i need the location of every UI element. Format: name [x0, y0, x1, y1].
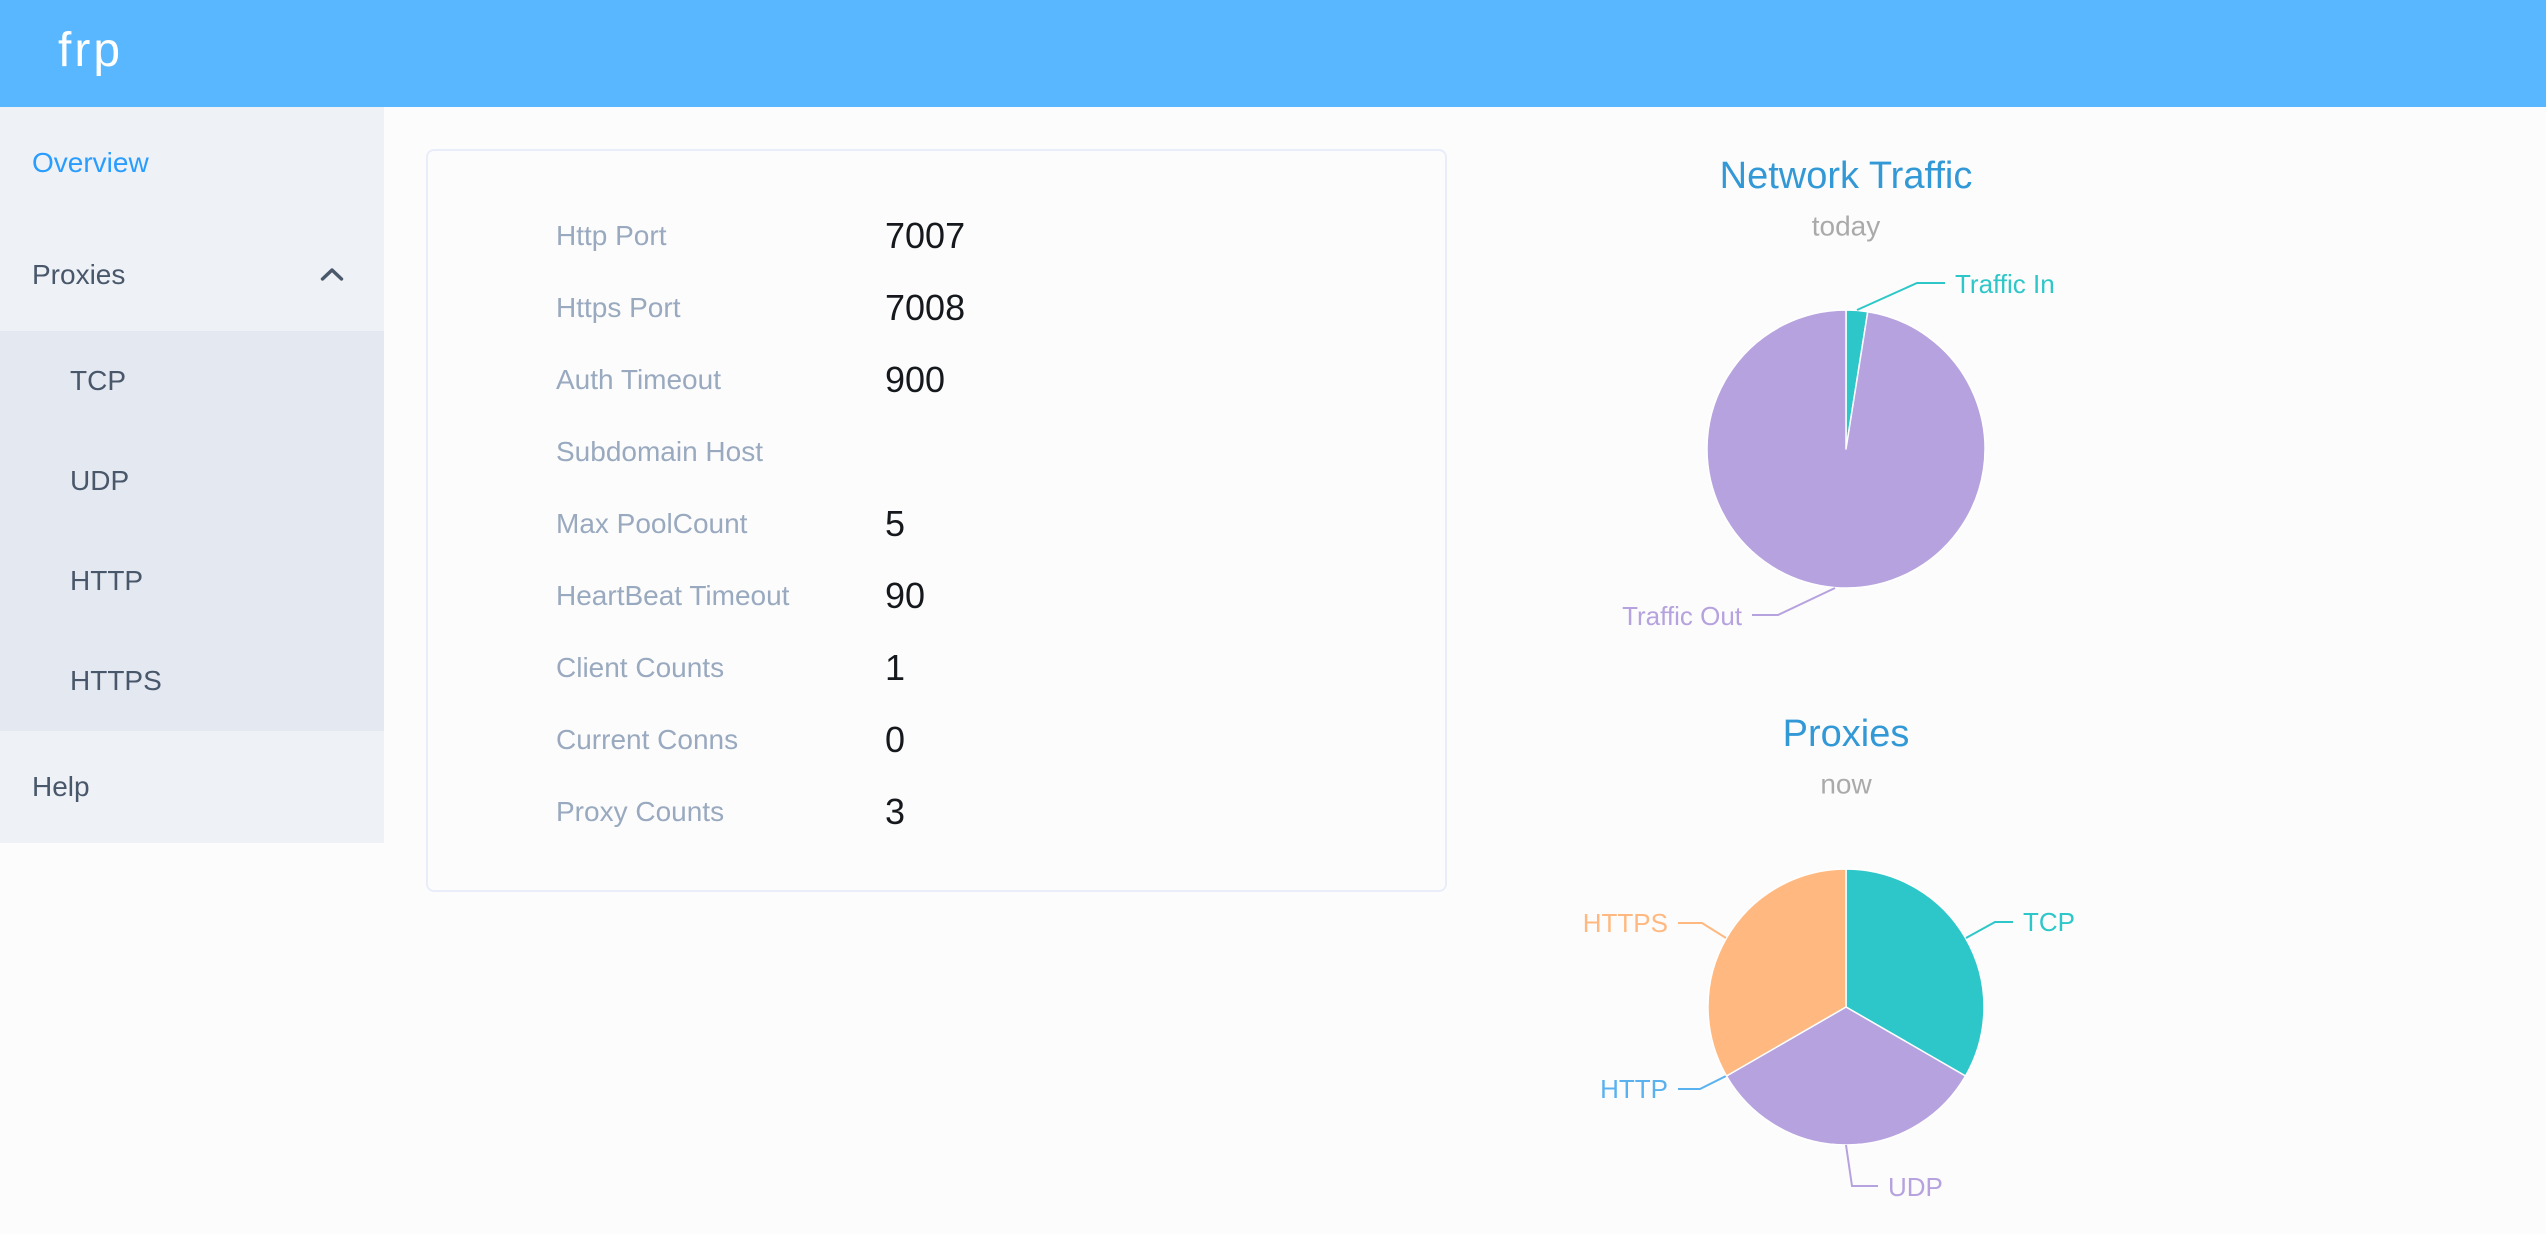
chart-subtitle: today [1812, 211, 1881, 242]
sidebar-item-label: TCP [70, 365, 126, 396]
proxies-submenu: TCP UDP HTTP HTTPS [0, 331, 384, 731]
server-info-row: Proxy Counts 3 [428, 776, 1445, 848]
pie-label: HTTPS [1583, 908, 1668, 938]
server-info-value: 90 [885, 575, 926, 616]
server-info-row: Client Counts 1 [428, 632, 1445, 704]
pie-slice-traffic-out [1706, 309, 1986, 589]
server-info-label: Http Port [556, 220, 667, 251]
network-traffic-pie-chart: Network Traffic today Traffic In Traffic Ou… [1622, 155, 2055, 631]
sidebar-menu: Overview Proxies TCP UDP HTTP HTTPS Help [0, 107, 384, 843]
server-info-panel: Http Port 7007 Https Port 7008 Auth Timeout 9… [426, 149, 1447, 892]
server-info-value: 5 [885, 503, 906, 544]
chart-subtitle: now [1820, 769, 1872, 800]
pie-label: HTTP [1600, 1074, 1668, 1104]
pie-label: TCP [2023, 907, 2075, 937]
sidebar-item-label: HTTPS [70, 665, 162, 696]
header-bar: frp [0, 0, 2546, 107]
sidebar-item-http[interactable]: HTTP [0, 531, 384, 631]
pie-slice-udp [1725, 1006, 1967, 1146]
pie-label-line [1678, 1075, 1727, 1090]
server-info-label: Auth Timeout [556, 364, 721, 395]
pie-label-line [1965, 921, 2013, 939]
server-info-row: Subdomain Host [428, 416, 1445, 488]
sidebar-item-udp[interactable]: UDP [0, 431, 384, 531]
pie-slice-tcp [1845, 868, 1985, 1077]
sidebar-item-help[interactable]: Help [0, 731, 384, 843]
server-info-value: 7007 [885, 215, 966, 256]
server-info-value: 1 [885, 647, 906, 688]
server-info-label: Max PoolCount [556, 508, 748, 539]
pie-label-line [1752, 587, 1836, 616]
proxies-pie-chart: Proxies now TCP UDP HTTP HTTPS [1583, 713, 2075, 1202]
frp-logo: frp [58, 23, 124, 77]
server-info-value: 7008 [885, 287, 966, 328]
sidebar-item-tcp[interactable]: TCP [0, 331, 384, 431]
pie-label-line [1856, 282, 1945, 311]
server-info-label: Current Conns [556, 724, 739, 755]
server-info-row: Http Port 7007 [428, 200, 1445, 272]
server-info-value: 900 [885, 359, 946, 400]
server-info-row: HeartBeat Timeout 90 [428, 560, 1445, 632]
server-info-label: Subdomain Host [556, 436, 764, 467]
sidebar-item-label: UDP [70, 465, 130, 496]
sidebar-item-proxies[interactable]: Proxies [0, 219, 384, 331]
sidebar-item-label: Help [32, 771, 90, 802]
server-info-row: Auth Timeout 900 [428, 344, 1445, 416]
sidebar-item-label: HTTP [70, 565, 144, 596]
pie-label: Traffic In [1955, 269, 2055, 299]
server-info-row: Current Conns 0 [428, 704, 1445, 776]
pie-label: Traffic Out [1622, 601, 1743, 631]
sidebar-item-overview[interactable]: Overview [0, 107, 384, 219]
pie-label-line [1678, 922, 1727, 939]
pie-label-line [1845, 1144, 1878, 1187]
pie-slice-https [1707, 868, 1847, 1077]
server-info-label: HeartBeat Timeout [556, 580, 790, 611]
chart-title: Proxies [1783, 713, 1910, 755]
server-info-row: Max PoolCount 5 [428, 488, 1445, 560]
sidebar-item-https[interactable]: HTTPS [0, 631, 384, 731]
server-info-row: Https Port 7008 [428, 272, 1445, 344]
chart-title: Network Traffic [1720, 155, 1973, 197]
server-info-label: Client Counts [556, 652, 725, 683]
server-info-label: Proxy Counts [556, 796, 725, 827]
server-info-label: Https Port [556, 292, 681, 323]
chevron-up-icon [320, 268, 344, 281]
server-info-value: 3 [885, 791, 906, 832]
sidebar-item-label: Overview [32, 147, 149, 178]
pie-label: UDP [1888, 1172, 1943, 1202]
server-info-value: 0 [885, 719, 906, 760]
sidebar-item-label: Proxies [32, 259, 126, 290]
